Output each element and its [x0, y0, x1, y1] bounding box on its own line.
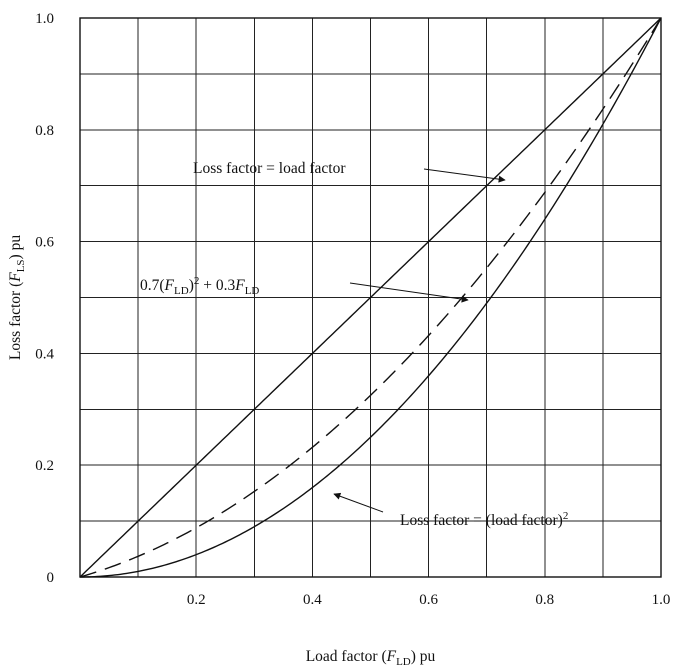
series-line-linear [79, 17, 662, 578]
series-line-square [79, 17, 662, 578]
y-tick-label: 0.8 [35, 123, 54, 139]
plot-frame [79, 17, 662, 578]
tick-labels: 0.2 0.4 0.6 0.8 1.0 0 0.2 0.4 0.6 0.8 1.0 [35, 11, 670, 608]
annotation-arrow-square [333, 492, 384, 513]
x-tick-label: 0.6 [419, 592, 438, 608]
y-tick-label: 1.0 [35, 11, 54, 27]
y-tick-label: 0 [47, 570, 55, 586]
x-axis-title: Load factor (FLD) pu [306, 648, 436, 668]
annotation-square: Loss factor = (load factor)2 [400, 510, 568, 529]
annotation-arrow-linear [423, 168, 506, 183]
annotation-arrow-blend [349, 282, 469, 303]
y-axis-title: Loss factor (FLS) pu [7, 235, 27, 360]
x-tick-label: 0.4 [303, 592, 322, 608]
series-line-blend [79, 17, 662, 578]
x-tick-label: 0.2 [187, 592, 206, 608]
y-tick-label: 0.6 [35, 235, 54, 251]
y-tick-label: 0.4 [35, 346, 54, 362]
annotation-blend: 0.7(FLD)2 + 0.3FLD [140, 275, 259, 297]
annotations: Loss factor = load factor 0.7(FLD)2 + 0.3… [140, 160, 568, 529]
x-tick-label: 1.0 [652, 592, 671, 608]
x-tick-label: 0.8 [535, 592, 554, 608]
y-tick-label: 0.2 [35, 458, 54, 474]
annotation-linear: Loss factor = load factor [193, 160, 346, 177]
series [79, 17, 662, 578]
